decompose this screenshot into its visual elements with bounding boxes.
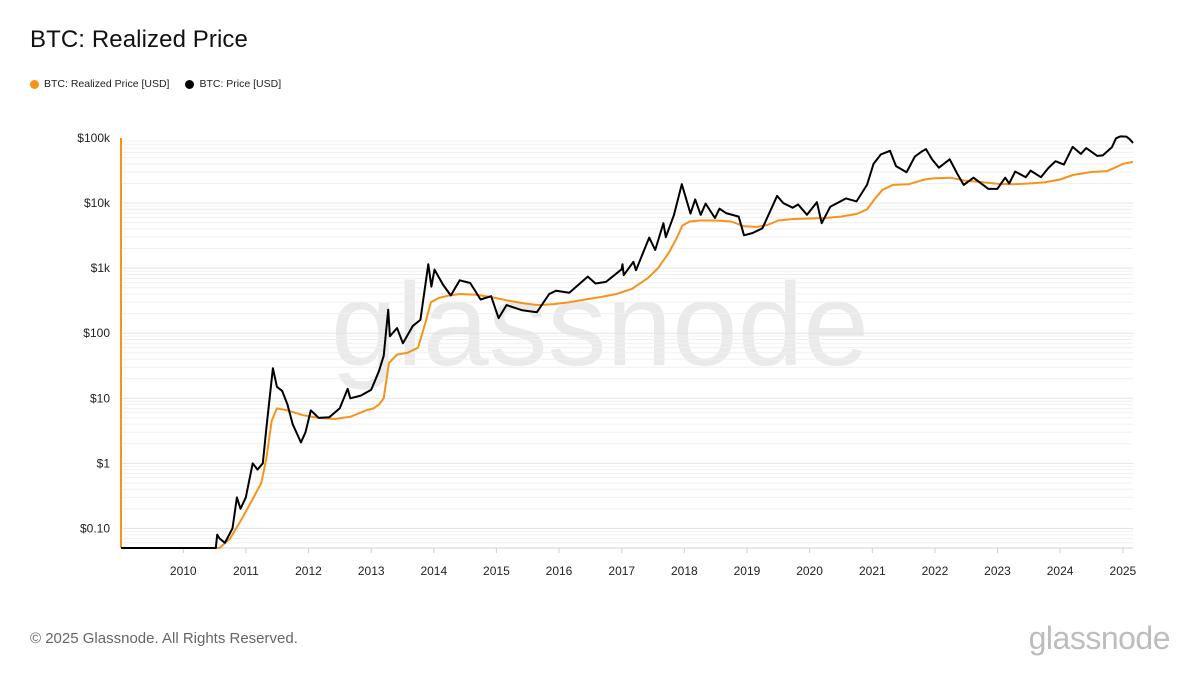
series-line-price bbox=[121, 135, 1134, 549]
y-tick-label: $1k bbox=[91, 261, 111, 275]
legend-label-realized-price: BTC: Realized Price [USD] bbox=[44, 78, 170, 90]
x-tick-label: 2016 bbox=[546, 564, 573, 578]
series-line-realized-price bbox=[121, 160, 1134, 549]
legend-dot-price bbox=[185, 79, 195, 89]
x-tick-label: 2015 bbox=[483, 564, 510, 578]
x-tick-label: 2018 bbox=[671, 564, 698, 578]
x-tick-label: 2013 bbox=[358, 564, 385, 578]
y-tick-label: $100 bbox=[83, 326, 110, 340]
chart-legend: BTC: Realized Price [USD] BTC: Price [US… bbox=[30, 78, 281, 90]
y-tick-label: $10k bbox=[84, 196, 111, 210]
copyright-text: © 2025 Glassnode. All Rights Reserved. bbox=[30, 630, 298, 647]
y-tick-label: $10 bbox=[90, 391, 110, 405]
series-group bbox=[121, 135, 1134, 549]
x-tick-label: 2011 bbox=[233, 564, 259, 578]
x-tick-label: 2020 bbox=[796, 564, 823, 578]
x-tick-label: 2021 bbox=[859, 564, 886, 578]
x-tick-label: 2024 bbox=[1047, 564, 1074, 578]
legend-label-price: BTC: Price [USD] bbox=[199, 78, 282, 90]
x-tick-label: 2012 bbox=[295, 564, 322, 578]
x-axis: 2010 2011 2012 2013 2014 2015 2016 2017 2018 2019… bbox=[170, 548, 1137, 578]
legend-item-realized-price[interactable]: BTC: Realized Price [USD] bbox=[30, 78, 169, 90]
x-tick-label: 2023 bbox=[984, 564, 1011, 578]
x-tick-label: 2022 bbox=[922, 564, 949, 578]
y-tick-label: $100k bbox=[77, 131, 111, 145]
legend-item-price[interactable]: BTC: Price [USD] bbox=[185, 78, 281, 90]
glassnode-logo: glassnode bbox=[1028, 620, 1171, 656]
chart-title: BTC: Realized Price bbox=[30, 26, 248, 53]
y-axis: $0.10 $1 $10 $100 $1k $10k $100k bbox=[77, 131, 111, 535]
x-tick-label: 2017 bbox=[608, 564, 635, 578]
grid-lines bbox=[121, 140, 1133, 549]
y-tick-label: $1 bbox=[97, 456, 111, 470]
legend-dot-realized-price bbox=[30, 79, 39, 89]
x-tick-label: 2014 bbox=[420, 564, 447, 578]
watermark-text: glassnode bbox=[331, 259, 869, 391]
x-tick-label: 2025 bbox=[1110, 564, 1137, 578]
y-tick-label: $0.10 bbox=[80, 521, 110, 535]
x-tick-label: 2019 bbox=[734, 564, 761, 578]
x-tick-label: 2010 bbox=[170, 564, 197, 578]
